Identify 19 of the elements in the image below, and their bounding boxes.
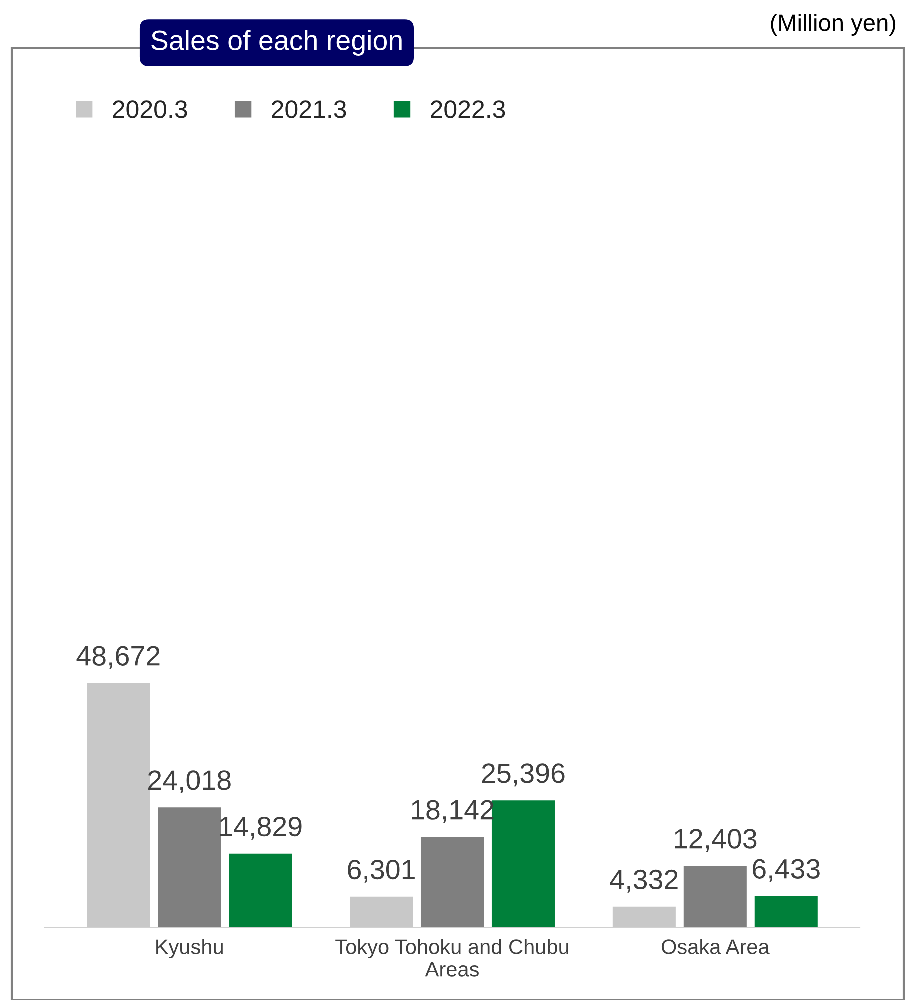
- legend-label: 2020.3: [113, 100, 188, 118]
- data-label: 48,672: [76, 646, 160, 670]
- data-label: 25,396: [482, 764, 565, 787]
- data-label: 4,332: [610, 870, 678, 893]
- text: (Million yen): [771, 14, 896, 36]
- x-tick-label: Tokyo Tohoku and Chubu Areas: [336, 939, 568, 977]
- legend-label: 2022.3: [431, 100, 506, 118]
- data-label: 24,018: [148, 770, 231, 794]
- bar: [420, 836, 486, 928]
- x-tick-label: Kyushu: [156, 939, 223, 959]
- data-label: 6,433: [753, 859, 820, 882]
- x-tick-label: Osaka Area: [662, 939, 770, 954]
- data-label: 6,301: [348, 860, 415, 883]
- legend-label: 2021.3: [272, 100, 346, 118]
- bar: [228, 852, 294, 928]
- bar: [682, 864, 748, 928]
- bar: [753, 894, 820, 928]
- data-label: 12,403: [675, 829, 757, 852]
- chart-title: Sales of each region: [152, 30, 402, 56]
